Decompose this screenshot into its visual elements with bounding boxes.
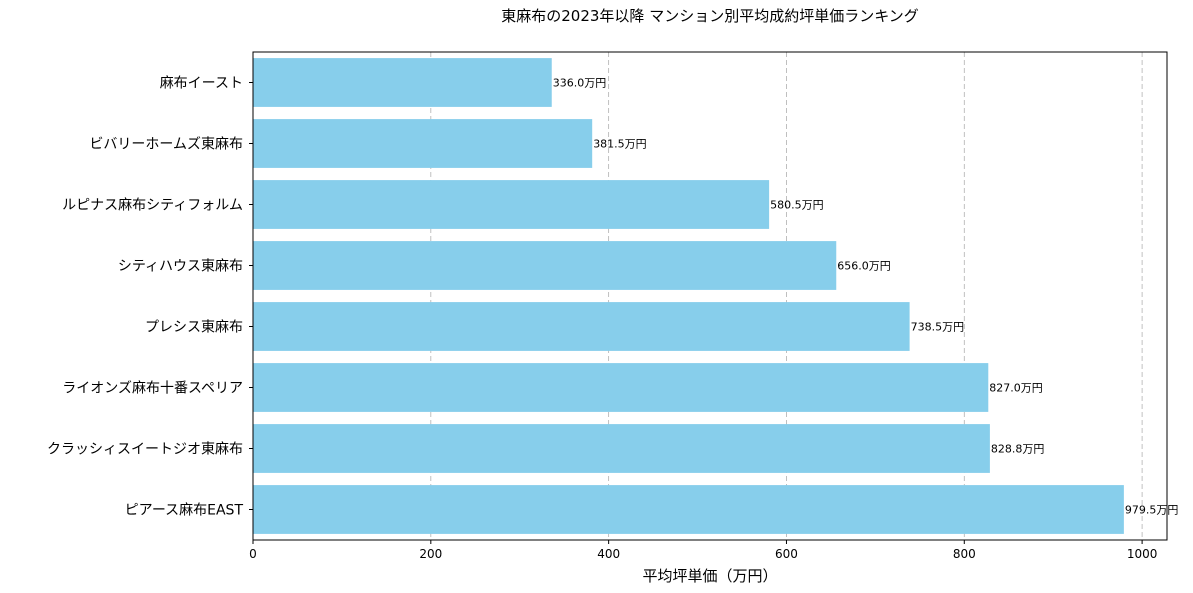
x-tick-label: 800	[953, 547, 976, 561]
bar-value-label: 580.5万円	[770, 199, 824, 212]
y-tick-label: 麻布イースト	[160, 76, 243, 92]
bar	[253, 302, 910, 351]
bar-value-label: 738.5万円	[911, 321, 965, 334]
bar-value-label: 381.5万円	[593, 138, 647, 151]
y-tick-label: ルピナス麻布シティフォルム	[62, 198, 243, 214]
x-tick-label: 400	[597, 547, 620, 561]
x-tick-label: 0	[249, 547, 257, 561]
x-tick-label: 200	[419, 547, 442, 561]
bar-value-label: 979.5万円	[1125, 504, 1179, 517]
y-tick-label: ビバリーホームズ東麻布	[89, 137, 243, 153]
bar	[253, 58, 552, 107]
y-tick-label: プレシス東麻布	[145, 320, 243, 336]
x-tick-label: 600	[775, 547, 798, 561]
bar	[253, 119, 593, 168]
bar	[253, 485, 1124, 534]
y-tick-label: クラッシィスイートジオ東麻布	[47, 442, 243, 458]
bar-value-label: 336.0万円	[553, 77, 607, 90]
y-tick-label: ピアース麻布EAST	[125, 503, 244, 519]
y-tick-label: ライオンズ麻布十番スペリア	[62, 381, 243, 397]
bar	[253, 363, 989, 412]
bar	[253, 424, 990, 473]
bar-value-label: 827.0万円	[989, 382, 1042, 395]
bar	[253, 180, 770, 229]
x-tick-label: 1000	[1127, 547, 1158, 561]
y-tick-label: シティハウス東麻布	[118, 259, 243, 275]
bar-value-label: 828.8万円	[991, 443, 1045, 456]
x-axis-label: 平均坪単価（万円）	[642, 567, 777, 585]
bar-value-label: 656.0万円	[837, 260, 891, 273]
bar	[253, 241, 837, 290]
plot-frame	[252, 51, 1168, 541]
chart-title: 東麻布の2023年以降 マンション別平均成約坪単価ランキング	[501, 7, 919, 25]
